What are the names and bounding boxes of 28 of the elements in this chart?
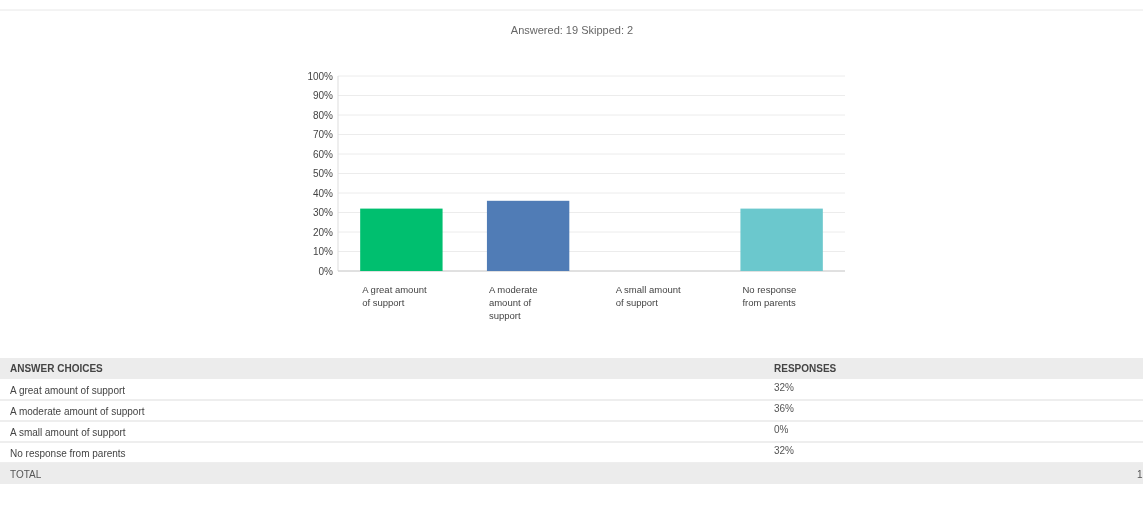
y-tick-label: 90%: [312, 90, 334, 101]
text: 32%: [774, 382, 795, 393]
y-tick-label: 100%: [307, 70, 334, 82]
text: TOTAL: [10, 469, 42, 480]
text: ANSWER CHOICES: [10, 363, 104, 374]
category-label: No response from parents: [10, 448, 126, 459]
x-tick-label: A moderate amount of support: [488, 284, 538, 321]
y-tick-label: 0%: [318, 265, 334, 277]
y-tick-label: 20%: [312, 226, 334, 238]
y-tick-label: 60%: [312, 148, 334, 160]
x-tick-label: No response from parents: [742, 284, 797, 308]
category-label: A small amount of support: [10, 427, 126, 438]
y-tick-label: 30%: [312, 207, 334, 218]
x-tick-label: A small amount of support: [615, 284, 681, 308]
text: 1: [1137, 469, 1143, 480]
x-tick-label: A great amount of support: [362, 284, 427, 308]
y-tick-label: 70%: [312, 129, 334, 140]
y-tick-label: 40%: [312, 187, 334, 199]
text: 36%: [774, 403, 795, 414]
text: 0%: [774, 424, 789, 435]
text: 32%: [774, 445, 795, 456]
y-tick-label: 80%: [312, 109, 334, 121]
category-label: A moderate amount of support: [10, 406, 145, 417]
y-tick-label: 50%: [312, 168, 334, 179]
category-label: A great amount of support: [10, 385, 126, 396]
y-tick-label: 10%: [312, 246, 334, 257]
chart-subtitle: Answered: 19 Skipped: 2: [510, 24, 634, 36]
text: RESPONSES: [774, 363, 837, 374]
